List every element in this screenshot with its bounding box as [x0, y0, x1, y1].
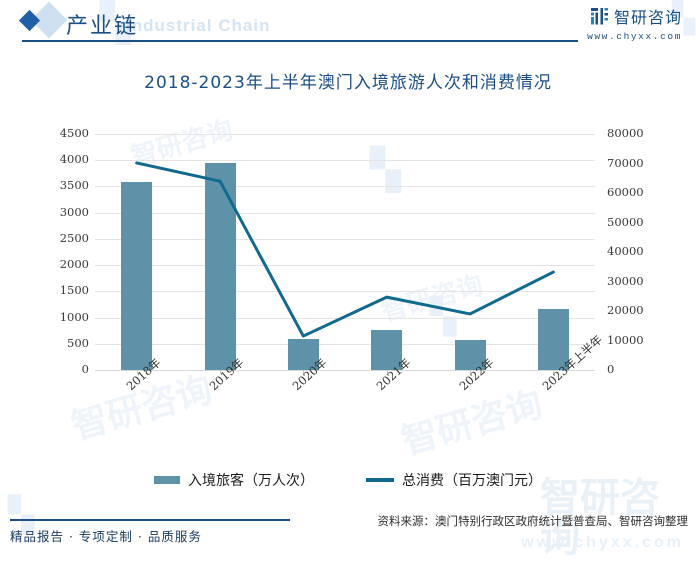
bar-2018年[interactable] — [121, 182, 153, 370]
y-axis-left-tick-label: 2500 — [59, 230, 89, 245]
diamond-icon — [18, 9, 41, 32]
y-axis-right-tick-label: 80000 — [607, 126, 644, 140]
watermark-center-4: 智研咨询 — [397, 382, 547, 463]
gridline — [95, 134, 595, 135]
x-axis-tick — [303, 370, 305, 374]
y-axis-left-tick-label: 4000 — [59, 152, 89, 167]
y-axis-right-tick-label: 20000 — [607, 303, 644, 317]
legend-label-bar: 入境旅客（万人次） — [188, 473, 314, 489]
x-axis-tick — [386, 370, 388, 374]
gridline — [95, 291, 595, 293]
gridline — [95, 265, 595, 267]
y-axis-right-tick-label: 40000 — [607, 244, 644, 258]
y-axis-left-tick-label: 500 — [67, 335, 89, 350]
y-axis-left-tick-label: 0 — [81, 362, 89, 376]
y-axis-right-tick-label: 10000 — [607, 332, 644, 347]
header-title: 产业链 — [66, 14, 139, 39]
gridline — [95, 186, 595, 188]
legend-label-line: 总消费（百万澳门元） — [402, 473, 542, 489]
footer-tagline: 精品报告 · 专项定制 · 品质服务 — [10, 529, 202, 544]
chart-title: 2018-2023年上半年澳门入境旅游人次和消费情况 — [144, 73, 552, 93]
bar-2022年[interactable] — [454, 340, 486, 370]
header-subtitle: Industrial Chain — [126, 16, 271, 35]
legend-item-line[interactable]: 总消费（百万澳门元） — [366, 470, 542, 490]
line-series-layer — [135, 161, 555, 338]
page-header: Industrial Chain 产业链 智研咨询 www.chyxx.com — [0, 0, 696, 46]
y-axis-left-tick-label: 4500 — [59, 126, 89, 140]
footer-watermark-url: www.chyxx.com — [521, 534, 684, 551]
chart-legend: 入境旅客（万人次） 总消费（百万澳门元） — [0, 470, 696, 490]
gridline — [95, 212, 595, 214]
brand-name: 智研咨询 — [613, 8, 682, 27]
header-divider — [22, 40, 578, 42]
legend-item-bar[interactable]: 入境旅客（万人次） — [154, 470, 314, 490]
x-axis-tick — [553, 370, 555, 374]
x-axis-line — [95, 370, 595, 371]
y-axis-right-tick-label: 50000 — [607, 214, 644, 229]
zhiyan-logo-icon — [590, 7, 609, 26]
x-axis-tick — [136, 370, 138, 374]
y-axis-left-tick-label: 1500 — [59, 283, 89, 298]
y-axis-right-tick-label: 0 — [607, 362, 615, 376]
bar-2023年上半年[interactable] — [537, 309, 569, 370]
brand-url[interactable]: www.chyxx.com — [587, 31, 682, 42]
y-axis-right-tick-label: 60000 — [607, 185, 644, 199]
y-axis-right-tick-label: 70000 — [607, 155, 644, 170]
x-axis-tick — [220, 370, 221, 374]
y-axis-right-tick-label: 30000 — [607, 273, 644, 288]
y-axis-left-tick-label: 3500 — [59, 178, 89, 193]
gridline — [95, 160, 595, 162]
bar-2021年[interactable] — [371, 329, 403, 370]
footer-divider — [10, 519, 290, 521]
legend-swatch-line-icon — [366, 478, 394, 482]
brand-block[interactable]: 智研咨询 www.chyxx.com — [587, 4, 682, 42]
bar-2020年[interactable] — [287, 339, 319, 370]
x-axis-tick — [470, 370, 471, 374]
gridline — [95, 238, 595, 240]
y-axis-left-tick-label: 1000 — [59, 309, 89, 324]
legend-swatch-bar-icon — [154, 476, 180, 484]
y-axis-left-tick-label: 2000 — [59, 257, 89, 272]
y-axis-left-tick-label: 3000 — [59, 204, 89, 219]
gridline — [95, 343, 595, 345]
line-total-consumption[interactable] — [135, 161, 555, 338]
chart-plot-area: 0 500 1000 1500 2000 2500 3000 3500 4000 4500 0 100… — [60, 126, 644, 393]
footer-source: 资料来源：澳门特别行政区政府统计暨普查局、智研咨询整理 — [377, 514, 689, 528]
